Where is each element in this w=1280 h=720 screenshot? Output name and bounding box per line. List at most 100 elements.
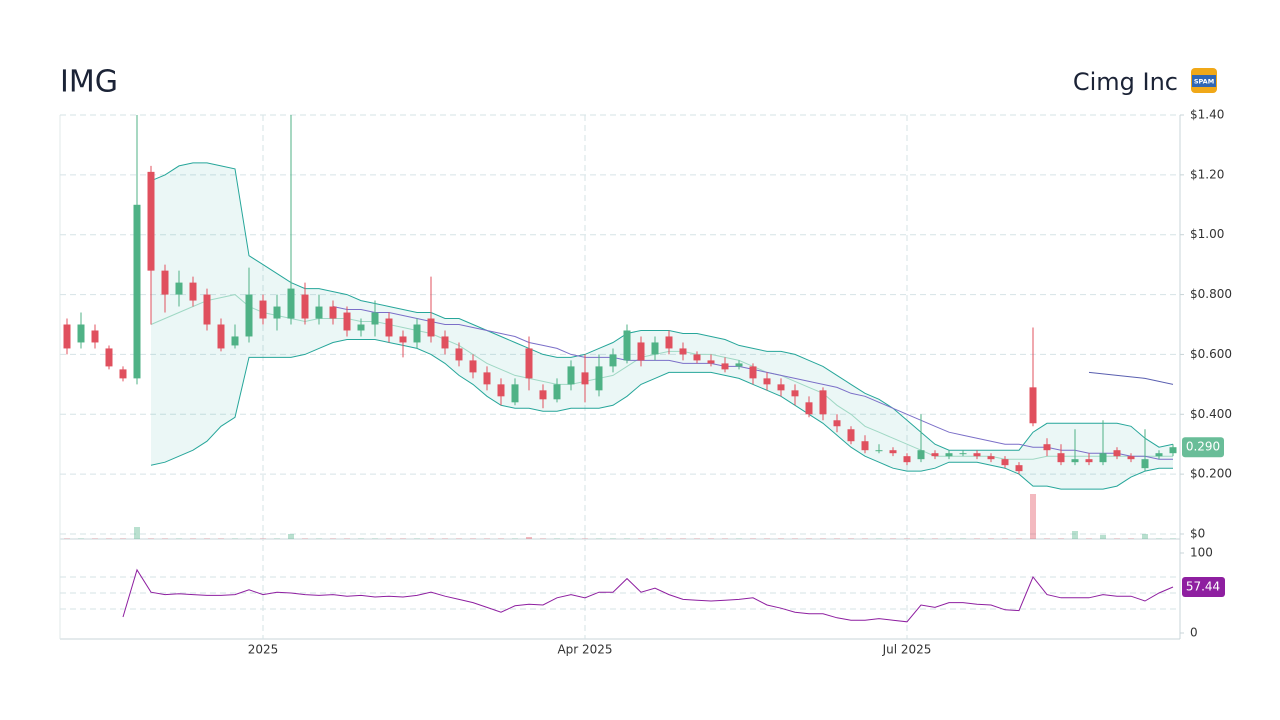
volume-bar: [918, 538, 924, 539]
y-tick-label: $0.200: [1190, 467, 1232, 481]
volume-bar: [1044, 538, 1050, 539]
candle-body: [1113, 450, 1121, 457]
candle-body: [847, 429, 855, 442]
badge-band: [1192, 75, 1216, 87]
volume-bar: [806, 538, 812, 539]
rsi-last-box: [1182, 577, 1225, 598]
volume-bar: [442, 538, 448, 539]
candle-body: [259, 300, 267, 319]
volume-bar: [764, 538, 770, 539]
volume-bar: [974, 538, 980, 539]
candle-body: [553, 384, 561, 400]
volume-bar: [624, 538, 630, 539]
x-tick-label: Apr 2025: [557, 643, 612, 657]
volume-bar: [862, 538, 868, 539]
candle-body: [147, 171, 155, 271]
volume-bar: [540, 538, 546, 539]
candle-body: [357, 324, 365, 331]
volume-bar: [610, 538, 616, 539]
volume-bar: [638, 538, 644, 539]
candle-body: [903, 456, 911, 463]
volume-bar: [1128, 538, 1134, 539]
volume-bar: [456, 538, 462, 539]
candle-body: [875, 450, 883, 452]
candle-body: [217, 324, 225, 349]
volume-bar: [890, 538, 896, 539]
candle-body: [287, 288, 295, 319]
candle-body: [917, 450, 925, 460]
volume-bar: [498, 538, 504, 539]
moving-average: [1088, 371, 1174, 385]
volume-bar: [834, 538, 840, 539]
candle-body: [91, 330, 99, 343]
volume-bar: [960, 538, 966, 539]
candle-body: [567, 366, 575, 385]
candle-body: [987, 456, 995, 460]
volume-bar: [512, 538, 518, 539]
candle-body: [203, 294, 211, 325]
chart-title: IMG: [60, 65, 118, 100]
volume-bar: [526, 537, 532, 539]
candle-body: [1029, 387, 1037, 424]
rsi-last-label: 57.44: [1186, 580, 1220, 594]
candle-body: [539, 390, 547, 400]
candle-body: [595, 366, 603, 391]
volume-bar: [316, 538, 322, 539]
volume-bar: [176, 538, 182, 539]
candle-body: [1043, 444, 1051, 451]
volume-bar: [736, 538, 742, 539]
volume-bar: [148, 538, 154, 539]
y-tick-label: $1.20: [1190, 167, 1224, 181]
candle-body: [581, 372, 589, 385]
candle-body: [441, 336, 449, 349]
volume-bar: [330, 538, 336, 539]
volume-bar: [1142, 534, 1148, 539]
volume-bar: [414, 538, 420, 539]
candle-body: [1071, 459, 1079, 463]
volume-bar: [64, 538, 70, 539]
candle-body: [609, 354, 617, 367]
volume-bar: [1086, 538, 1092, 539]
candle-body: [763, 378, 771, 385]
candle-body: [1169, 447, 1177, 454]
candle-body: [161, 270, 169, 295]
volume-bar: [1156, 538, 1162, 539]
volume-bar: [596, 538, 602, 539]
candle-body: [833, 420, 841, 427]
volume-bar: [162, 538, 168, 539]
candle-body: [371, 312, 379, 325]
y-tick-label: $0.800: [1190, 287, 1232, 301]
last-price-box: [1182, 437, 1224, 458]
candle-body: [469, 360, 477, 373]
candle-body: [1001, 459, 1009, 466]
candle-body: [77, 324, 85, 343]
candle-body: [245, 294, 253, 337]
volume-bar: [400, 538, 406, 539]
candle-body: [343, 312, 351, 331]
candle-body: [497, 384, 505, 397]
candle-body: [721, 363, 729, 370]
candle-body: [427, 318, 435, 337]
candle-body: [385, 318, 393, 337]
candle-body: [749, 366, 757, 379]
volume-bar: [694, 538, 700, 539]
volume-bar: [204, 538, 210, 539]
volume-bar: [1170, 538, 1176, 539]
volume-bar: [1072, 531, 1078, 539]
volume-bar: [386, 538, 392, 539]
candle-body: [273, 306, 281, 319]
volume-bar: [372, 538, 378, 539]
volume-bar: [484, 538, 490, 539]
volume-bar: [106, 538, 112, 539]
volume-bar: [1100, 535, 1106, 539]
candle-body: [105, 348, 113, 367]
volume-bar: [246, 538, 252, 539]
volume-bar: [848, 538, 854, 539]
candle-body: [679, 348, 687, 355]
volume-bar: [232, 538, 238, 539]
candle-body: [861, 441, 869, 451]
candle-body: [119, 369, 127, 379]
candle-body: [1015, 465, 1023, 472]
volume-bar: [274, 538, 280, 539]
